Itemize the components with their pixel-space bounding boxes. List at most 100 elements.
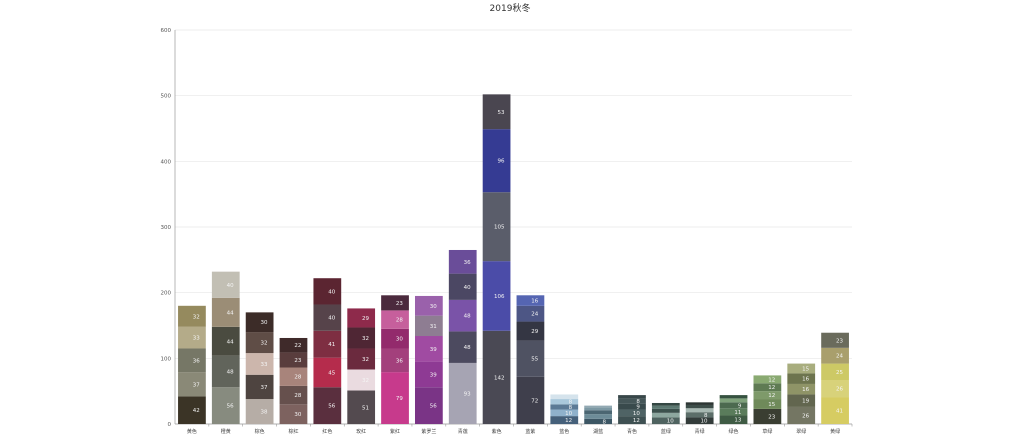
- x-tick-label: 草绿: [762, 428, 772, 435]
- bar-data-label: 32: [362, 378, 369, 384]
- bar-segment: [381, 295, 409, 311]
- bar-data-label: 12: [633, 418, 640, 424]
- y-tick-label: 400: [161, 159, 172, 165]
- bar-data-label: 32: [261, 341, 268, 347]
- bar-segment: [414, 315, 443, 337]
- bar-segment: [448, 299, 477, 332]
- bars: 42 37 36 33 32 56 48 44 44 40 38 37 33 32 30 30 28 28 23 22…: [178, 94, 849, 425]
- bar-data-label: 48: [464, 314, 471, 320]
- bar-data-label: 30: [261, 320, 268, 326]
- bar-segment: [414, 295, 443, 316]
- bar-segment: [211, 355, 240, 388]
- bar-segment: [719, 398, 748, 403]
- bar-segment: [618, 409, 646, 417]
- bar-segment: [347, 327, 376, 349]
- bar-segment: [787, 363, 816, 374]
- bar-data-label: 31: [430, 324, 437, 330]
- bar-segment: [279, 337, 308, 353]
- bar-data-label: 16: [802, 387, 809, 393]
- x-tick-label: 蓝色: [559, 428, 569, 435]
- bar-segment: [245, 312, 274, 333]
- bar-segment: [279, 367, 308, 386]
- bar-data-label: 36: [193, 358, 200, 364]
- bar-segment: [313, 387, 342, 424]
- bar-segment: [414, 387, 443, 424]
- bar-data-label: 41: [328, 342, 335, 348]
- bar-stack: 30 28 28 23 22: [279, 337, 308, 424]
- bar-data-label: 44: [227, 310, 234, 316]
- x-axis: 黄色 橙黄 棕色 棕红 红色 玫红 紫红 紫罗兰 青莲 紫色 蓝紫 蓝色 湖蓝 青色 蓝绿 青绿 绿色 草绿 翠绿 黄…: [187, 424, 853, 435]
- bar-segment: [448, 249, 477, 274]
- bar-segment: [482, 261, 511, 331]
- bar-data-label: 16: [531, 299, 538, 305]
- bar-segment: [584, 410, 613, 415]
- bar-segment: [279, 404, 308, 424]
- bar-data-label: 9: [636, 405, 640, 411]
- bar-segment: [245, 332, 274, 354]
- chart-title: 2019秋冬: [490, 2, 531, 14]
- bar-data-label: 8: [569, 400, 573, 406]
- bar-segment: [178, 305, 206, 327]
- bar-segment: [448, 331, 477, 363]
- bar-segment: [211, 271, 240, 298]
- x-tick-label: 玫红: [356, 428, 366, 435]
- bar-segment: [516, 295, 545, 306]
- bar-data-label: 10: [633, 411, 640, 417]
- bar-data-label: 19: [802, 399, 809, 405]
- bar-segment: [178, 348, 206, 373]
- bar-data-label: 16: [802, 377, 809, 383]
- bar-segment: [482, 330, 511, 424]
- bar-stack: 79 36 30 28 23: [381, 295, 409, 424]
- bar-segment: [279, 385, 308, 405]
- bar-data-label: 28: [294, 375, 301, 381]
- bar-data-label: 105: [494, 225, 505, 231]
- bar-segment: [245, 399, 274, 424]
- x-tick-label: 青莲: [458, 428, 468, 435]
- bar-segment: [516, 340, 545, 377]
- bar-segment: [821, 363, 849, 381]
- bar-segment: [347, 390, 376, 424]
- bar-segment: [584, 418, 613, 424]
- bar-stack: 26 19 16 16 15: [787, 363, 816, 424]
- bar-data-label: 30: [396, 337, 403, 343]
- bar-stack: 38 37 33 32 30: [245, 312, 274, 424]
- bar-data-label: 26: [836, 387, 843, 393]
- bar-segment: [685, 402, 714, 405]
- bar-data-label: 23: [396, 301, 403, 307]
- bar-segment: [787, 373, 816, 384]
- bar-stack: 10: [651, 402, 680, 425]
- bar-data-label: 48: [227, 369, 234, 375]
- bar-data-label: 56: [328, 404, 335, 410]
- bar-segment: [347, 308, 376, 328]
- bar-data-label: 28: [294, 393, 301, 399]
- y-tick-label: 0: [168, 422, 172, 428]
- bar-segment: [381, 372, 409, 424]
- bar-segment: [211, 326, 240, 356]
- bar-segment: [685, 404, 714, 409]
- bar-data-label: 37: [193, 382, 200, 388]
- bar-data-label: 29: [362, 316, 369, 322]
- bar-segment: [550, 399, 579, 405]
- bar-segment: [178, 372, 206, 397]
- bar-data-label: 23: [294, 358, 301, 364]
- bar-segment: [482, 129, 511, 193]
- bar-segment: [414, 361, 443, 388]
- bar-segment: [211, 297, 240, 327]
- bar-segment: [211, 387, 240, 424]
- bar-segment: [381, 348, 409, 373]
- bar-segment: [753, 399, 782, 409]
- bar-segment: [719, 415, 748, 424]
- bar-stack: 41 26 25 24 23: [821, 332, 849, 424]
- bar-data-label: 32: [362, 357, 369, 363]
- bar-data-label: 45: [328, 370, 335, 376]
- bar-data-label: 8: [603, 419, 607, 425]
- bar-segment: [821, 347, 849, 364]
- bar-data-label: 56: [430, 404, 437, 410]
- bar-segment: [516, 305, 545, 322]
- bar-data-label: 96: [497, 159, 504, 165]
- bar-stack: 56 48 44 44 40: [211, 271, 240, 424]
- x-tick-label: 黄色: [187, 428, 197, 435]
- bar-data-label: 48: [464, 345, 471, 351]
- bar-data-label: 25: [836, 370, 843, 376]
- bar-segment: [651, 412, 680, 418]
